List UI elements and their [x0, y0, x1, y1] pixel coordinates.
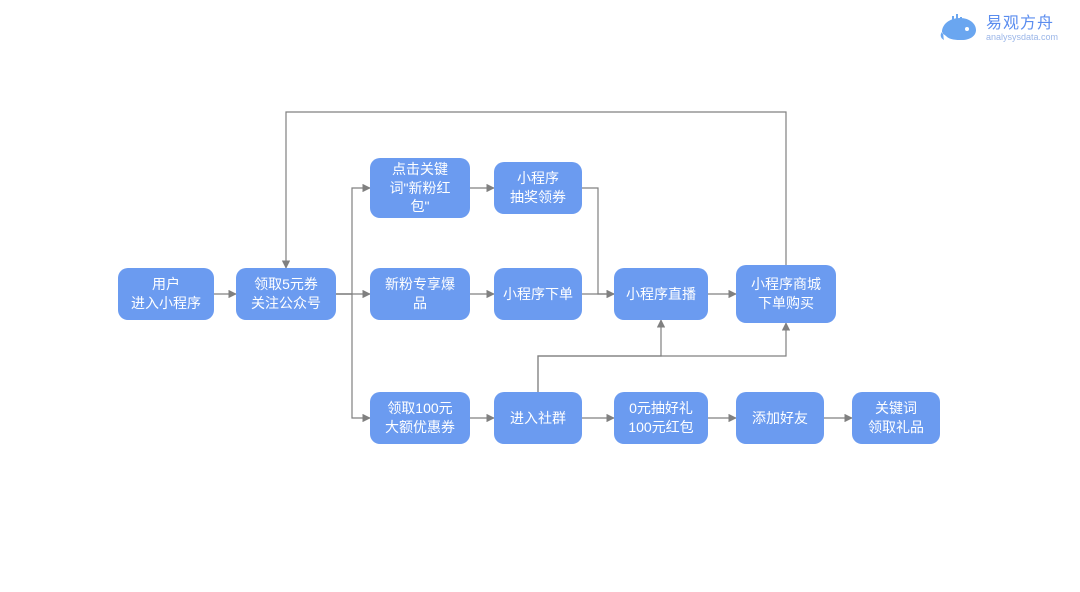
- flow-node-n3: 点击关键 词"新粉红 包": [370, 158, 470, 218]
- flow-node-n6: 小程序 抽奖领券: [494, 162, 582, 214]
- flow-node-n9: 小程序直播: [614, 268, 708, 320]
- flow-node-n7: 小程序下单: [494, 268, 582, 320]
- flow-node-n11: 小程序商城 下单购买: [736, 265, 836, 323]
- brand-logo: 易观方舟 analysysdata.com: [940, 14, 1058, 44]
- flow-node-n12: 添加好友: [736, 392, 824, 444]
- flow-node-n8: 进入社群: [494, 392, 582, 444]
- flow-node-n5: 领取100元 大额优惠券: [370, 392, 470, 444]
- flow-node-n10: 0元抽好礼 100元红包: [614, 392, 708, 444]
- flow-node-n13: 关键词 领取礼品: [852, 392, 940, 444]
- flow-node-n4: 新粉专享爆 品: [370, 268, 470, 320]
- whale-icon: [940, 14, 978, 44]
- brand-title: 易观方舟: [986, 15, 1058, 33]
- brand-subtitle: analysysdata.com: [986, 33, 1058, 43]
- flow-node-n2: 领取5元券 关注公众号: [236, 268, 336, 320]
- flow-node-n1: 用户 进入小程序: [118, 268, 214, 320]
